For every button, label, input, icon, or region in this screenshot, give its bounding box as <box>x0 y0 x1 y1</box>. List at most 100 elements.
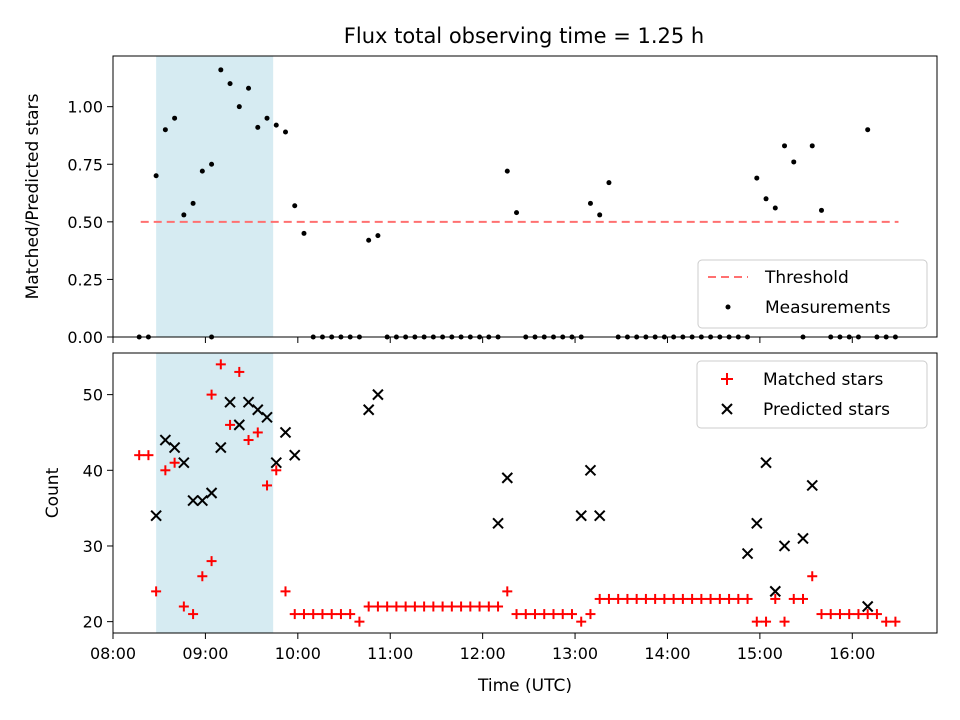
predicted-star-stroke-b <box>362 404 375 416</box>
predicted-star-point <box>261 411 273 424</box>
x-tick-label: 15:00 <box>737 644 783 663</box>
matched-star-point <box>853 609 864 620</box>
predicted-star-stroke-b <box>806 479 818 492</box>
measurement-point <box>818 207 824 213</box>
x-tick-label: 12:00 <box>460 644 506 663</box>
legend-predicted-label: Predicted stars <box>763 400 890 420</box>
predicted-star-point <box>242 396 255 408</box>
top-y-tick-label: 0.25 <box>67 270 103 289</box>
predicted-star-point <box>187 494 199 507</box>
bottom-plot: 20 30 40 50 08:00 09:00 10:00 11:00 12:00 13:00 1… <box>43 352 938 696</box>
bottom-axes-frame <box>112 352 938 634</box>
predicted-star-point <box>215 441 227 454</box>
bottom-marks <box>134 359 901 627</box>
measurement-point <box>236 104 242 110</box>
matched-star-point <box>160 465 171 476</box>
matched-star-point <box>594 593 605 604</box>
matched-star-point <box>871 609 882 620</box>
measurement-point <box>763 196 769 202</box>
matched-star-point <box>382 601 393 612</box>
measurement-point <box>772 205 778 211</box>
measurement-point <box>809 143 815 149</box>
x-tick-label: 16:00 <box>829 644 875 663</box>
predicted-star-point <box>751 517 763 529</box>
measurement-point <box>153 173 159 179</box>
matched-star-point <box>252 427 263 438</box>
bottom-legend-box <box>696 360 928 429</box>
predicted-star-stroke-b <box>187 494 199 507</box>
bottom-y-tick-label: 30 <box>83 537 103 556</box>
predicted-star-stroke-b <box>861 600 874 613</box>
matched-star-point <box>298 609 309 620</box>
predicted-star-stroke-b <box>797 532 809 545</box>
x-tick-label: 08:00 <box>90 644 136 663</box>
matched-star-point <box>419 601 430 612</box>
measurement-point <box>255 124 261 130</box>
predicted-star-point <box>362 404 375 416</box>
predicted-star-stroke-b <box>741 547 754 560</box>
measurement-point <box>865 127 871 133</box>
x-tick-label: 10:00 <box>275 644 321 663</box>
predicted-star-stroke-b <box>150 509 162 522</box>
matched-star-point <box>345 609 356 620</box>
measurement-point <box>514 210 520 216</box>
predicted-star-point <box>224 396 236 408</box>
predicted-star-stroke-b <box>270 457 282 469</box>
predicted-star-stroke-b <box>751 517 763 529</box>
predicted-star-stroke-b <box>289 449 301 461</box>
measurement-point <box>782 143 788 149</box>
matched-star-point <box>178 601 189 612</box>
matched-star-point <box>631 593 642 604</box>
bottom-y-tick-label: 40 <box>83 461 103 480</box>
x-tick-label: 09:00 <box>182 644 228 663</box>
top-plot: 0.00 0.25 0.50 0.75 1.00 Matched/Predicted s… <box>23 55 938 347</box>
predicted-star-point <box>501 472 513 484</box>
matched-star-point <box>134 450 145 461</box>
bottom-y-tick-label: 20 <box>83 613 103 632</box>
predicted-star-point <box>279 426 292 439</box>
predicted-star-stroke-b <box>159 434 172 446</box>
matched-star-point <box>770 593 781 604</box>
measurement-point <box>227 81 233 87</box>
matched-star-point <box>280 586 291 597</box>
matched-star-point <box>807 571 818 582</box>
matched-star-point <box>335 609 346 620</box>
top-y-tick-label: 0.50 <box>67 213 103 232</box>
matched-star-point <box>844 609 855 620</box>
matched-star-point <box>225 419 236 430</box>
predicted-star-point <box>372 388 384 401</box>
predicted-star-stroke-b <box>178 457 190 469</box>
matched-star-point <box>308 609 319 620</box>
predicted-star-stroke-b <box>242 396 255 408</box>
matched-star-point <box>262 480 273 491</box>
matched-star-point <box>640 593 651 604</box>
predicted-star-stroke-b <box>205 487 218 499</box>
top-y-axis: 0.00 0.25 0.50 0.75 1.00 <box>67 98 113 347</box>
measurement-point <box>606 180 612 186</box>
measurement-point <box>264 115 270 121</box>
predicted-star-stroke-b <box>168 441 181 454</box>
matched-star-point <box>372 601 383 612</box>
observing-span-top <box>156 56 274 337</box>
matched-star-point <box>206 556 217 567</box>
measurement-point <box>597 212 603 218</box>
matched-star-point <box>714 593 725 604</box>
legend-measurements-label: Measurements <box>765 298 891 318</box>
matched-star-point <box>483 601 494 612</box>
measurement-point <box>292 203 298 209</box>
top-x-ticks <box>112 337 853 343</box>
predicted-star-point <box>797 532 809 545</box>
matched-star-point <box>751 616 762 627</box>
matched-star-point <box>585 609 596 620</box>
matched-star-point <box>724 593 735 604</box>
matched-star-point <box>326 609 337 620</box>
matched-star-point <box>530 609 541 620</box>
predicted-star-point <box>806 479 818 492</box>
predicted-star-point <box>205 487 218 499</box>
measurement-point <box>172 115 178 121</box>
matched-star-point <box>502 586 513 597</box>
bottom-legend: Matched stars Predicted stars <box>696 360 928 429</box>
observing-span-bottom <box>156 353 274 633</box>
top-y-axis-label: Matched/Predicted stars <box>23 93 43 299</box>
matched-star-point <box>881 616 892 627</box>
